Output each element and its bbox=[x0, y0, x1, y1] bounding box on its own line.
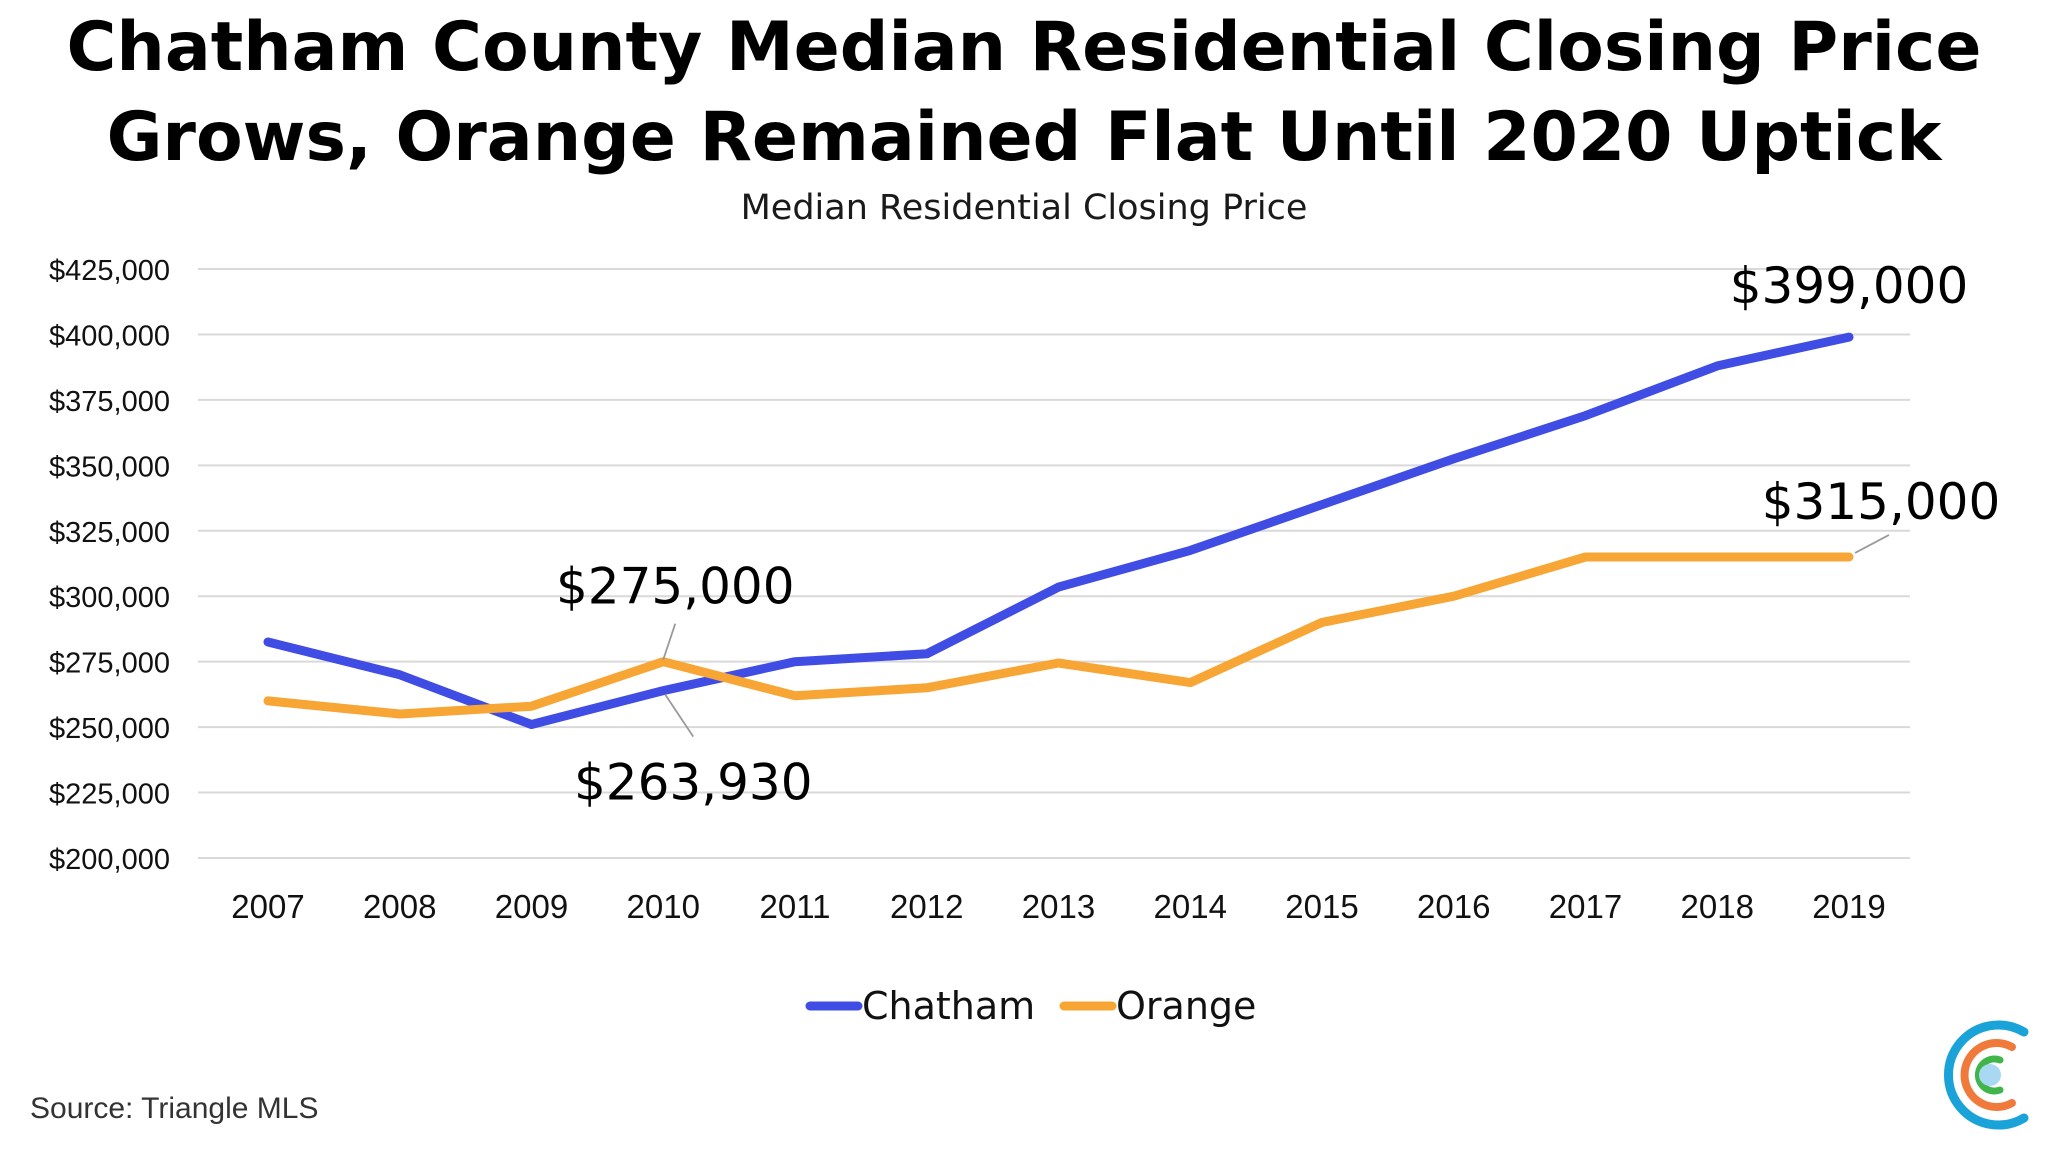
x-tick-label: 2007 bbox=[231, 888, 304, 925]
x-tick-label: 2009 bbox=[495, 888, 568, 925]
chart-title-line-1: Chatham County Median Residential Closin… bbox=[66, 8, 1982, 87]
data-label: $275,000 bbox=[556, 558, 795, 616]
x-tick-label: 2015 bbox=[1285, 888, 1358, 925]
series-line-chatham bbox=[263, 332, 1854, 729]
logo-center-dot bbox=[1979, 1064, 2001, 1086]
x-tick-label: 2018 bbox=[1681, 888, 1754, 925]
y-tick-label: $250,000 bbox=[49, 713, 170, 745]
logo-outer-arc bbox=[1943, 1020, 2029, 1130]
y-tick-label: $425,000 bbox=[49, 255, 170, 287]
data-label-leader bbox=[662, 623, 677, 660]
y-tick-label: $350,000 bbox=[49, 451, 170, 483]
series-line-orange bbox=[263, 552, 1854, 719]
data-label: $399,000 bbox=[1730, 257, 1969, 315]
x-tick-label: 2008 bbox=[363, 888, 436, 925]
x-tick-label: 2017 bbox=[1549, 888, 1622, 925]
data-label-leader bbox=[664, 694, 694, 738]
data-label: $263,930 bbox=[574, 754, 813, 812]
chart-title-line-2: Grows, Orange Remained Flat Until 2020 U… bbox=[106, 98, 1942, 177]
x-tick-label: 2013 bbox=[1022, 888, 1095, 925]
logo-inner-arc bbox=[1975, 1055, 2004, 1095]
y-tick-label: $275,000 bbox=[49, 648, 170, 680]
legend-label: Chatham bbox=[862, 984, 1035, 1028]
y-tick-label: $400,000 bbox=[49, 320, 170, 352]
brand-logo-icon bbox=[1943, 1020, 2029, 1130]
y-tick-label: $375,000 bbox=[49, 386, 170, 418]
data-label: $315,000 bbox=[1762, 473, 2001, 531]
y-tick-label: $200,000 bbox=[49, 844, 170, 876]
y-tick-label: $300,000 bbox=[49, 582, 170, 614]
logo-middle-arc bbox=[1960, 1039, 2016, 1111]
y-tick-label: $325,000 bbox=[49, 517, 170, 549]
legend-label: Orange bbox=[1116, 984, 1256, 1028]
y-tick-label: $225,000 bbox=[49, 779, 170, 811]
x-tick-label: 2012 bbox=[890, 888, 963, 925]
chart-subtitle: Median Residential Closing Price bbox=[740, 188, 1308, 228]
x-tick-label: 2011 bbox=[760, 888, 831, 925]
x-tick-label: 2014 bbox=[1154, 888, 1227, 925]
source-note: Source: Triangle MLS bbox=[30, 1092, 319, 1125]
x-tick-label: 2019 bbox=[1812, 888, 1885, 925]
x-tick-label: 2010 bbox=[627, 888, 700, 925]
x-tick-label: 2016 bbox=[1417, 888, 1490, 925]
data-label-leader bbox=[1854, 534, 1890, 554]
